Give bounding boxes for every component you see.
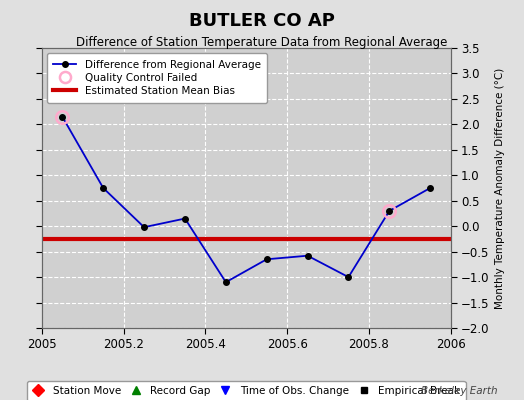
Legend: Station Move, Record Gap, Time of Obs. Change, Empirical Break: Station Move, Record Gap, Time of Obs. C…: [27, 381, 465, 400]
Text: Berkeley Earth: Berkeley Earth: [421, 386, 498, 396]
Text: Difference of Station Temperature Data from Regional Average: Difference of Station Temperature Data f…: [77, 36, 447, 49]
Text: BUTLER CO AP: BUTLER CO AP: [189, 12, 335, 30]
Y-axis label: Monthly Temperature Anomaly Difference (°C): Monthly Temperature Anomaly Difference (…: [495, 67, 505, 309]
